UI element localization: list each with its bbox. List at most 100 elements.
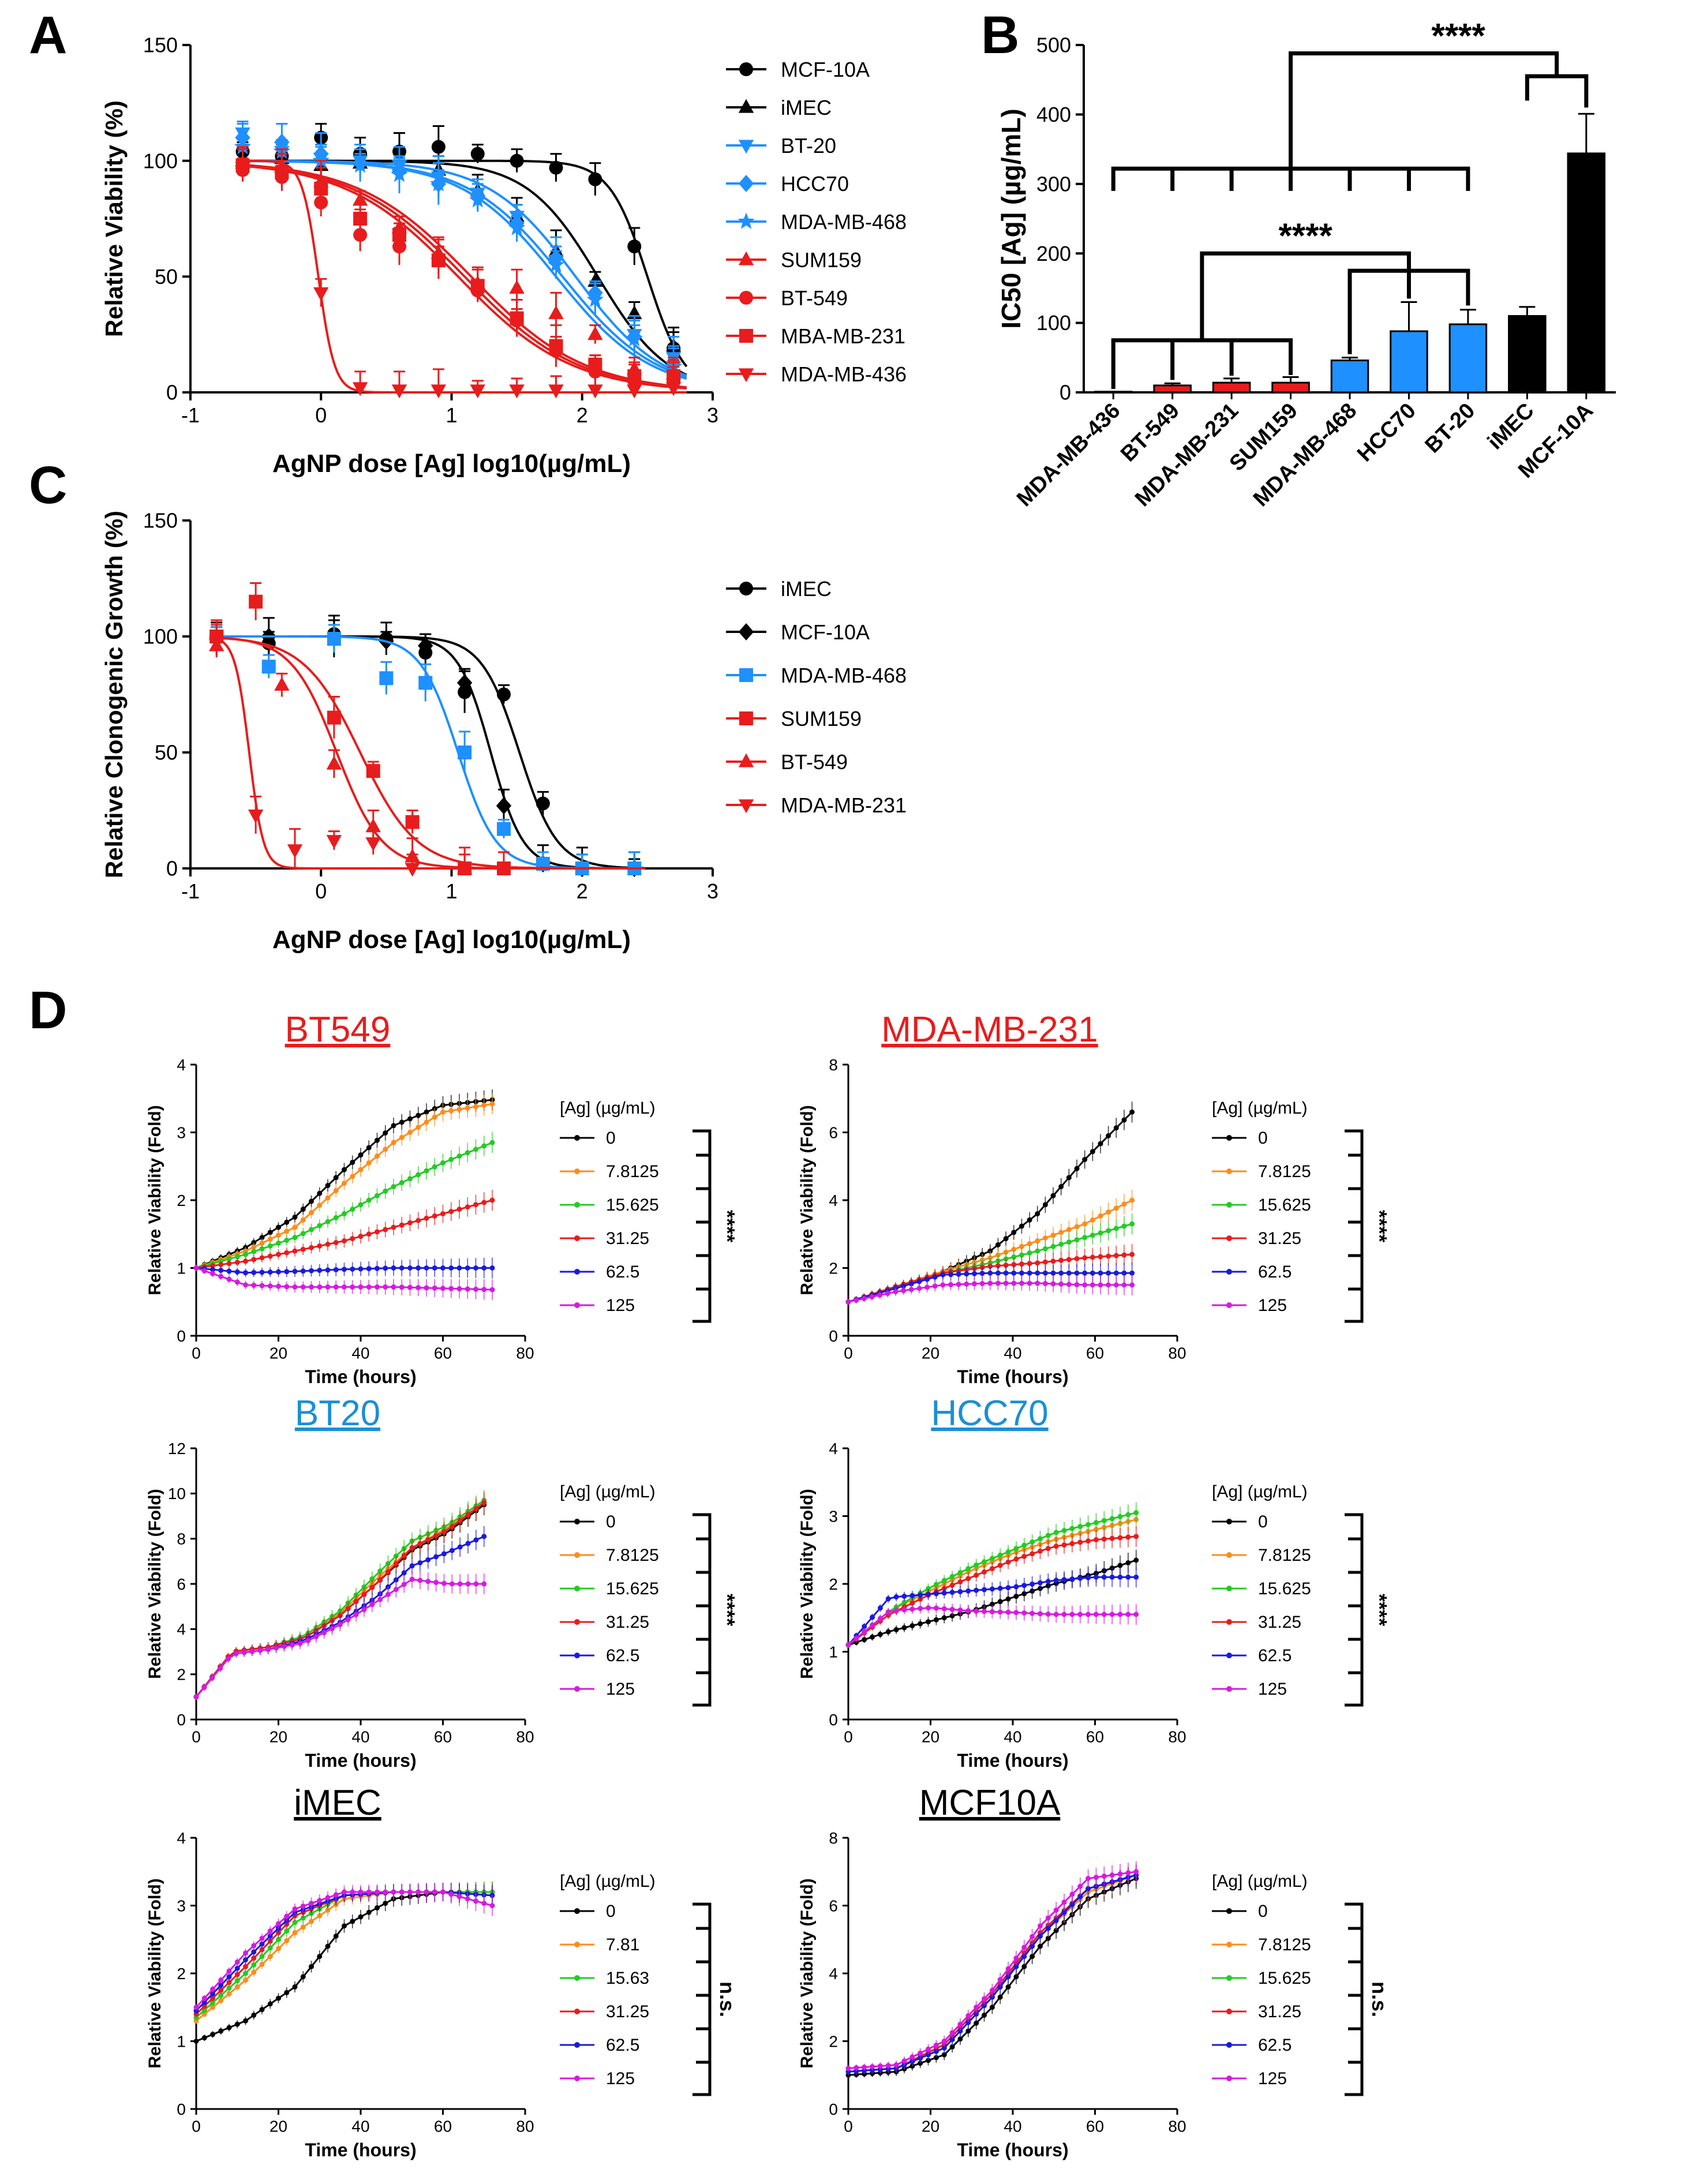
legend-marker-mba-mb-231 [739, 329, 753, 343]
data-point [325, 1219, 331, 1224]
legend-label-7-8125: 7.8125 [1258, 1162, 1311, 1181]
data-point [854, 1635, 859, 1641]
data-point-mda-mb-231 [405, 863, 420, 877]
legend-marker-mda-mb-436 [738, 368, 754, 383]
data-point [333, 1284, 339, 1290]
data-point [259, 1935, 265, 1941]
y-tick-label: 150 [143, 509, 178, 533]
data-point [1090, 1270, 1095, 1276]
data-point [289, 1642, 295, 1648]
data-point [358, 1167, 364, 1172]
data-point [1011, 1246, 1017, 1252]
data-point [995, 1263, 1001, 1269]
data-point [276, 1269, 281, 1275]
data-point [1021, 1542, 1027, 1548]
data-point [433, 1533, 439, 1538]
legend-marker-mda-mb-468 [738, 212, 755, 229]
data-point [243, 1282, 248, 1288]
data-point [1053, 1578, 1059, 1583]
data-point [292, 1930, 298, 1935]
data-point [1090, 1233, 1095, 1238]
legend-marker-bt-549 [739, 291, 753, 305]
data-point [375, 1889, 380, 1895]
data-point [1129, 1270, 1135, 1276]
legend-marker-31-25 [574, 1619, 580, 1625]
data-point [1121, 1270, 1127, 1276]
data-point [226, 1268, 232, 1274]
legend-marker-31-25 [1226, 2009, 1232, 2014]
y-tick-label: 0 [177, 1711, 186, 1729]
data-point [933, 1591, 939, 1597]
data-point [1113, 1205, 1119, 1211]
data-point [1050, 1258, 1056, 1264]
data-point [1038, 1923, 1043, 1929]
data-point [350, 1236, 355, 1242]
data-point [391, 1265, 396, 1271]
data-point [481, 1103, 487, 1108]
data-point-mba-mb-231 [392, 228, 406, 242]
legend-label-125: 125 [606, 1680, 635, 1699]
data-point [218, 1262, 224, 1268]
data-point [424, 1285, 429, 1291]
data-point [465, 1896, 470, 1902]
x-axis-label: Time (hours) [957, 2140, 1068, 2160]
data-point [393, 1587, 399, 1593]
data-point [1058, 1241, 1064, 1247]
data-point-mda-mb-436 [627, 384, 642, 399]
data-point [409, 1545, 415, 1550]
data-point [259, 1269, 265, 1275]
y-tick-label: 2 [829, 2032, 838, 2050]
data-point [1098, 1282, 1103, 1288]
series-conc-125 [845, 1602, 1139, 1649]
data-point [1061, 1909, 1067, 1915]
legend-label-62-5: 62.5 [606, 1263, 639, 1282]
fit-curve-mda-mb-468 [236, 160, 687, 380]
data-point [933, 2048, 939, 2054]
data-point [1038, 1580, 1043, 1586]
data-point [276, 1233, 281, 1238]
data-point [1133, 1869, 1139, 1875]
data-point [259, 1961, 265, 1967]
data-point [342, 1211, 347, 1216]
data-point [366, 1889, 372, 1895]
data-point-sum159 [405, 815, 420, 829]
data-point [342, 1284, 347, 1290]
data-point [391, 1889, 396, 1895]
data-point-mcf-10a [418, 637, 433, 655]
data-point [350, 1284, 355, 1290]
data-point [965, 2013, 971, 2018]
data-point [234, 1972, 240, 1977]
y-tick-label: 0 [829, 1711, 838, 1729]
data-point [854, 1297, 859, 1303]
x-tick-label: 3 [707, 879, 718, 903]
data-point [1035, 1260, 1040, 1266]
data-point [997, 1609, 1003, 1615]
y-tick-label: 100 [143, 625, 178, 649]
data-point [325, 1943, 331, 1949]
data-point-mba-mb-231 [314, 181, 328, 196]
data-point [1053, 1544, 1059, 1549]
data-point-mba-mb-231 [431, 253, 446, 268]
legend-marker-imec [738, 99, 754, 113]
y-tick-label: 6 [829, 1123, 838, 1141]
data-point [918, 2050, 923, 2056]
data-point [1117, 1871, 1123, 1877]
data-point [964, 1271, 969, 1277]
data-point [1069, 1891, 1075, 1897]
data-point [449, 1524, 455, 1530]
x-tick-label: 0 [192, 1728, 201, 1745]
data-point [358, 1889, 364, 1895]
data-point [1077, 1612, 1083, 1617]
data-point [309, 1919, 314, 1924]
bar-hcc70 [1390, 330, 1428, 394]
data-point [1003, 1270, 1009, 1276]
data-point [916, 1279, 922, 1284]
data-point [861, 1295, 867, 1301]
data-point [218, 1665, 223, 1671]
data-point [407, 1284, 413, 1290]
data-point-mda-mb-436 [313, 287, 329, 301]
data-point [1133, 1510, 1139, 1516]
data-point [399, 1889, 405, 1895]
legend-marker-31-25 [1226, 1619, 1232, 1625]
data-point [449, 1548, 455, 1553]
